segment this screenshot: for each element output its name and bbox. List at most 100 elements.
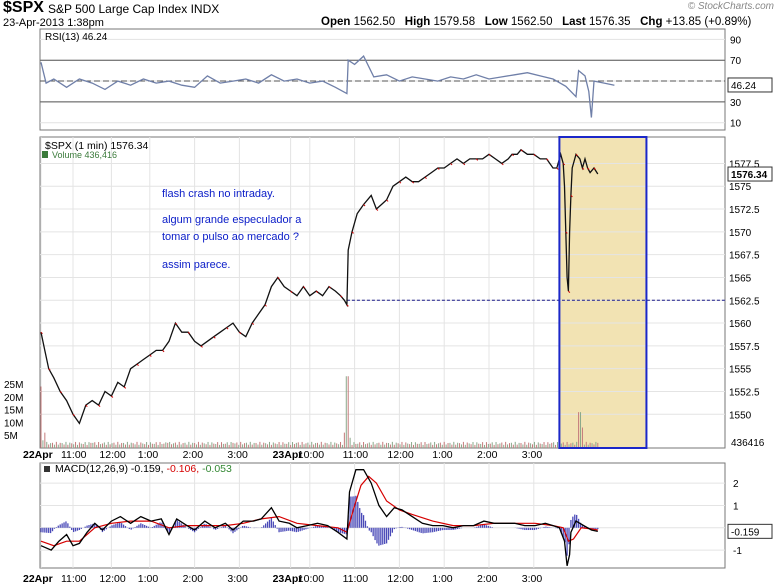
price-candle-mark: [475, 158, 479, 161]
price-candle-mark: [187, 331, 191, 335]
price-candle-mark: [72, 413, 75, 417]
macd-legend-swatch: [44, 466, 50, 472]
price-candle-mark: [386, 199, 389, 202]
chg-value: +13.85 (+0.89%): [665, 16, 752, 28]
quote-summary: Open 1562.50 High 1579.58 Low 1562.50 La…: [321, 16, 751, 28]
crash-highlight-box: [559, 137, 647, 448]
price-candle-mark: [437, 167, 440, 170]
price-candle-mark: [303, 286, 306, 289]
price-legend: $SPX (1 min) 1576.34: [45, 140, 148, 152]
macd-legend-value: -0.053: [202, 463, 232, 475]
price-candle-mark: [315, 290, 319, 293]
x-axis-label-top: 10:00: [298, 449, 324, 461]
x-axis-label-bottom: 1:00: [432, 573, 453, 585]
x-axis-label-bottom: 12:00: [387, 573, 413, 585]
x-axis-label-top: 3:00: [227, 449, 248, 461]
macd-last-value: -0.159: [731, 527, 760, 538]
macd-line: [40, 469, 598, 566]
price-candle-mark: [568, 290, 571, 293]
price-last-value: 1576.34: [731, 170, 768, 181]
x-axis-label-top: 22Apr: [23, 449, 53, 461]
price-candle-mark: [562, 163, 566, 166]
macd-legend-prefix: MACD(12,26,9): [55, 463, 131, 475]
x-axis-label-top: 2:00: [477, 449, 498, 461]
price-tick-label: 1570: [729, 228, 752, 239]
open-label: Open: [321, 16, 351, 28]
price-candle-mark: [162, 350, 165, 353]
rsi-tick-label: 70: [730, 56, 742, 67]
x-axis-label-top: 12:00: [99, 449, 125, 461]
volume-axis-label: 20M: [4, 393, 23, 404]
chg-label: Chg: [640, 16, 663, 28]
price-candle-mark: [346, 304, 349, 307]
price-candle-mark: [582, 167, 585, 170]
price-candle-mark: [556, 167, 559, 170]
macd-tick-label: 1: [733, 501, 739, 512]
x-axis-label-bottom: 3:00: [522, 573, 543, 585]
price-candle-mark: [175, 322, 178, 325]
x-axis-label-bottom: 12:00: [99, 573, 125, 585]
price-candle-mark: [593, 167, 596, 170]
x-axis-label-top: 11:00: [61, 449, 87, 461]
price-candle-mark: [85, 404, 88, 407]
price-candle-mark: [411, 181, 415, 184]
price-tick-label: 1572.5: [729, 205, 760, 216]
x-axis-label-bottom: 1:00: [138, 573, 159, 585]
price-candle-mark: [501, 163, 504, 166]
price-candle-mark: [59, 391, 63, 394]
macd-tick-label: -1: [733, 546, 742, 557]
rsi-tick-label: 30: [730, 98, 742, 109]
price-candle-mark: [570, 195, 573, 198]
x-axis-label-bottom: 11:00: [343, 573, 369, 585]
volume-axis-label: 10M: [4, 418, 23, 429]
price-candle-mark: [277, 277, 280, 280]
x-axis-label-bottom: 23Apr: [273, 573, 303, 585]
price-candle-mark: [424, 176, 427, 179]
copyright-label: © StockCharts.com: [687, 1, 774, 12]
price-candle-mark: [511, 153, 514, 157]
price-tick-label: 1575: [729, 182, 752, 193]
price-candle-mark: [533, 153, 536, 157]
price-last-value-box: [727, 166, 773, 182]
annotation-line-4: assim parece.: [162, 259, 230, 271]
price-candle-mark: [376, 208, 379, 211]
macd-legend-value: -0.106,: [166, 463, 202, 475]
x-axis-label-top: 11:00: [343, 449, 369, 461]
rsi-line: [40, 55, 615, 118]
rsi-tick-label: 90: [730, 35, 742, 46]
last-label: Last: [562, 16, 586, 28]
x-axis-label-top: 1:00: [432, 449, 453, 461]
price-candle-mark: [40, 331, 43, 335]
macd-legend: MACD(12,26,9) -0.159, -0.106, -0.053: [55, 463, 232, 475]
x-axis-label-bottom: 2:00: [477, 573, 498, 585]
x-axis-label-bottom: 10:00: [298, 573, 324, 585]
crash-highlight-border: [558, 136, 648, 449]
price-candle-mark: [488, 153, 491, 157]
price-candle-mark: [149, 354, 152, 357]
rsi-last-value-box: [727, 77, 773, 93]
rsi-panel-frame: [39, 28, 726, 131]
last-volume-value: 436416: [731, 438, 765, 449]
symbol-title: $SPX: [3, 0, 44, 16]
price-candle-mark: [546, 158, 549, 161]
index-name: S&P 500 Large Cap Index INDX: [48, 2, 219, 16]
macd-tick-label: 2: [733, 479, 739, 490]
price-candle-mark: [520, 149, 523, 152]
x-axis-label-bottom: 22Apr: [23, 573, 53, 585]
x-axis-label-top: 23Apr: [273, 449, 303, 461]
x-axis-label-top: 1:00: [138, 449, 159, 461]
macd-panel-frame: [39, 462, 726, 569]
index-full-name: S&P 500 Large Cap Index: [48, 2, 188, 16]
rsi-tick-label: 10: [730, 119, 742, 130]
price-tick-label: 1550: [729, 410, 752, 421]
annotation-line-1: flash crash no intraday.: [162, 188, 275, 200]
volume-legend: Volume 436,416: [52, 150, 117, 160]
annotation-line-3: tomar o pulso ao mercado ?: [162, 231, 299, 243]
price-candle-mark: [290, 290, 293, 293]
price-candle-mark: [226, 327, 229, 330]
macd-legend-value: -0.159,: [131, 463, 167, 475]
x-axis-label-bottom: 3:00: [227, 573, 248, 585]
last-value: 1576.35: [588, 16, 631, 28]
price-candle-mark: [251, 322, 255, 325]
